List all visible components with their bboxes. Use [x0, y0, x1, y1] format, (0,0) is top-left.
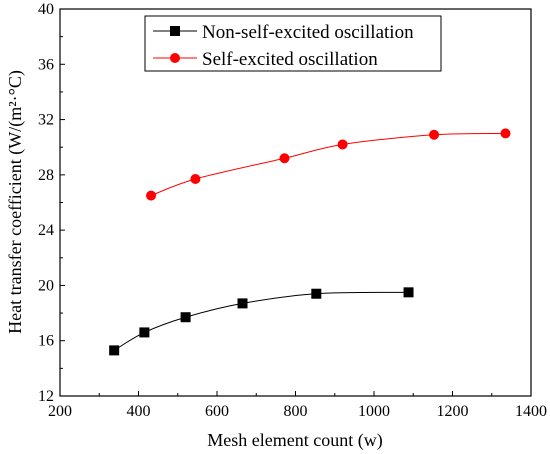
x-tick-label: 400: [127, 403, 151, 420]
y-tick-label: 28: [38, 167, 54, 184]
data-point-self-excited: [146, 190, 157, 201]
data-point-non-self-excited: [237, 298, 248, 309]
x-axis-title: Mesh element count (w): [207, 430, 382, 451]
x-axis: 200 400 600 800 1000 1200 1400: [48, 391, 547, 420]
x-tick-label: 1200: [437, 403, 469, 420]
data-point-self-excited: [500, 128, 511, 139]
data-point-non-self-excited: [403, 287, 414, 298]
data-point-self-excited: [429, 129, 440, 140]
x-tick-label: 1000: [358, 403, 390, 420]
data-point-non-self-excited: [180, 312, 191, 323]
y-tick-label: 40: [38, 1, 54, 18]
data-point-self-excited: [279, 153, 290, 164]
y-tick-label: 36: [38, 56, 54, 73]
y-tick-label: 16: [38, 333, 54, 350]
data-point-non-self-excited: [311, 288, 322, 299]
y-tick-label: 20: [38, 277, 54, 294]
data-point-non-self-excited: [139, 327, 150, 338]
data-point-self-excited: [190, 174, 201, 185]
data-point-self-excited: [337, 139, 348, 150]
legend-label-non-self-excited: Non-self-excited oscillation: [202, 22, 414, 43]
legend-marker-self-excited: [170, 53, 180, 63]
y-tick-label: 24: [38, 222, 54, 239]
y-axis: 12 16 20 24 28 32 36 40: [38, 1, 65, 405]
series-line-non-self-excited: [113, 291, 409, 351]
legend: Non-self-excited oscillation Self-excite…: [144, 15, 442, 72]
legend-marker-non-self-excited: [170, 26, 180, 36]
y-tick-label: 12: [38, 388, 54, 405]
x-tick-label: 800: [284, 403, 308, 420]
legend-label-self-excited: Self-excited oscillation: [202, 49, 378, 70]
data-point-non-self-excited: [109, 345, 120, 356]
plot-area: [109, 128, 511, 356]
series-line-self-excited: [150, 132, 506, 197]
y-tick-label: 32: [38, 112, 54, 129]
y-axis-title: Heat transfer coefficient (W/(m²·°C): [5, 70, 26, 334]
x-tick-label: 600: [205, 403, 229, 420]
x-tick-label: 1400: [515, 403, 547, 420]
legend-box: [144, 15, 442, 72]
x-tick-label: 200: [48, 403, 72, 420]
